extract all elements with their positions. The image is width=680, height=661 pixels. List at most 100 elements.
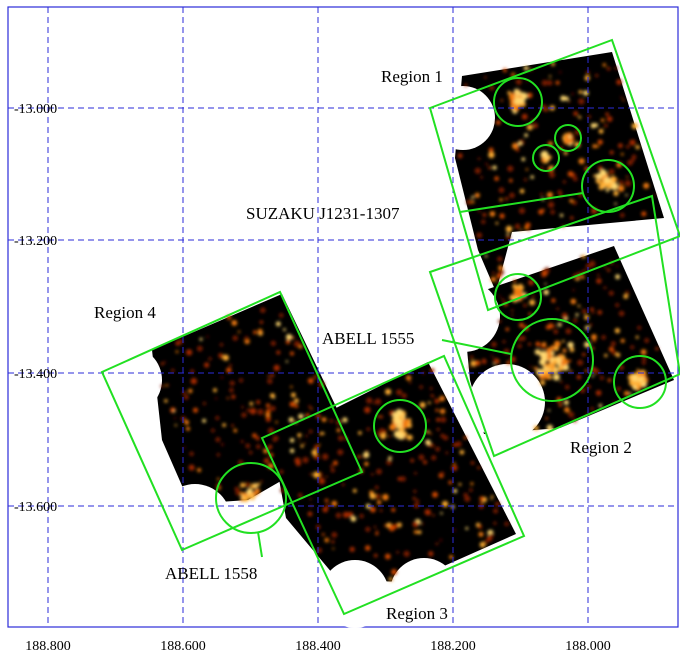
emission-blob [597, 165, 603, 171]
emission-blob [626, 175, 629, 178]
emission-blob [611, 351, 616, 355]
emission-blob [620, 96, 623, 99]
emission-blob [620, 338, 625, 343]
emission-blob [384, 553, 391, 560]
emission-blob [330, 468, 335, 473]
emission-blob [443, 435, 449, 441]
emission-blob [463, 492, 468, 498]
emission-blob [513, 88, 519, 94]
emission-blob [546, 347, 552, 354]
emission-blob [560, 213, 564, 217]
emission-blob [563, 400, 569, 405]
emission-blob [325, 503, 330, 508]
emission-blob [255, 488, 261, 494]
emission-blob [554, 346, 559, 351]
emission-blob [445, 451, 449, 455]
emission-blob [493, 521, 497, 525]
emission-blob [548, 363, 553, 369]
emission-blob [400, 476, 406, 482]
emission-blob [275, 421, 278, 424]
emission-blob [298, 413, 304, 420]
emission-blob [484, 254, 488, 258]
emission-blob [603, 286, 607, 290]
emission-blob [550, 351, 555, 356]
emission-blob [495, 120, 501, 125]
emission-blob [591, 334, 597, 340]
emission-blob [216, 453, 220, 457]
emission-blob [425, 439, 431, 446]
emission-blob [252, 433, 257, 438]
emission-blob [562, 348, 567, 353]
emission-blob [563, 151, 568, 156]
emission-blob [322, 506, 329, 513]
source-circles [215, 77, 667, 534]
abell1558-leader [257, 531, 263, 558]
emission-blob [189, 451, 194, 456]
dec-tick-label: -13.400 [14, 367, 57, 382]
emission-blob [283, 328, 286, 331]
emission-blob [365, 545, 371, 551]
emission-blob [382, 494, 389, 501]
emission-blob [594, 368, 600, 375]
emission-blob [370, 473, 374, 476]
emission-blob [524, 133, 528, 137]
emission-blob [429, 432, 432, 435]
source-circle [494, 273, 542, 321]
emission-blob [556, 307, 559, 311]
emission-blob [413, 530, 418, 534]
emission-blob [502, 68, 507, 73]
emission-blob [257, 408, 264, 416]
emission-blob [279, 469, 284, 474]
emission-blob [637, 378, 642, 382]
emission-blob [424, 509, 431, 516]
emission-blob [413, 489, 417, 493]
emission-blob [557, 322, 562, 327]
emission-blob [241, 405, 244, 409]
emission-blob [543, 289, 549, 296]
emission-blob [197, 468, 202, 473]
emission-blob [526, 92, 533, 99]
emission-blob [523, 65, 529, 71]
emission-blob [581, 275, 585, 279]
emission-blob [331, 540, 335, 544]
emission-blob [377, 415, 380, 418]
emission-blob [376, 468, 382, 475]
emission-blob [590, 407, 594, 411]
field-cutout [469, 364, 545, 440]
emission-blob [568, 359, 572, 363]
emission-blob [379, 415, 383, 419]
emission-blob [330, 464, 334, 468]
emission-blob [501, 298, 505, 302]
emission-blob [440, 512, 443, 515]
emission-blob [523, 178, 528, 182]
emission-blob [482, 213, 487, 217]
emission-blob [160, 362, 164, 366]
emission-blob [318, 477, 326, 485]
emission-blob [609, 150, 614, 155]
emission-blob [246, 488, 253, 495]
emission-blob [231, 320, 238, 326]
emission-blob [519, 188, 525, 194]
emission-blob [285, 360, 288, 363]
emission-blob [432, 514, 435, 517]
emission-blob [272, 437, 277, 442]
emission-blob [535, 341, 541, 347]
emission-blob [470, 482, 474, 486]
emission-blob [163, 361, 166, 364]
emission-blob [519, 322, 524, 328]
emission-blob [533, 123, 538, 128]
emission-blob [523, 303, 527, 308]
emission-blob [435, 542, 439, 546]
emission-blob [618, 180, 624, 186]
emission-blob [644, 338, 650, 343]
emission-blob [504, 521, 509, 527]
emission-blob [174, 417, 177, 420]
emission-blob [337, 435, 344, 441]
emission-blob [376, 500, 382, 505]
region-2-outline [428, 194, 680, 458]
emission-blob [222, 354, 229, 361]
emission-blob [576, 374, 582, 380]
emission-blob [457, 153, 463, 159]
emission-blob [350, 516, 357, 522]
emission-blob [608, 290, 614, 296]
